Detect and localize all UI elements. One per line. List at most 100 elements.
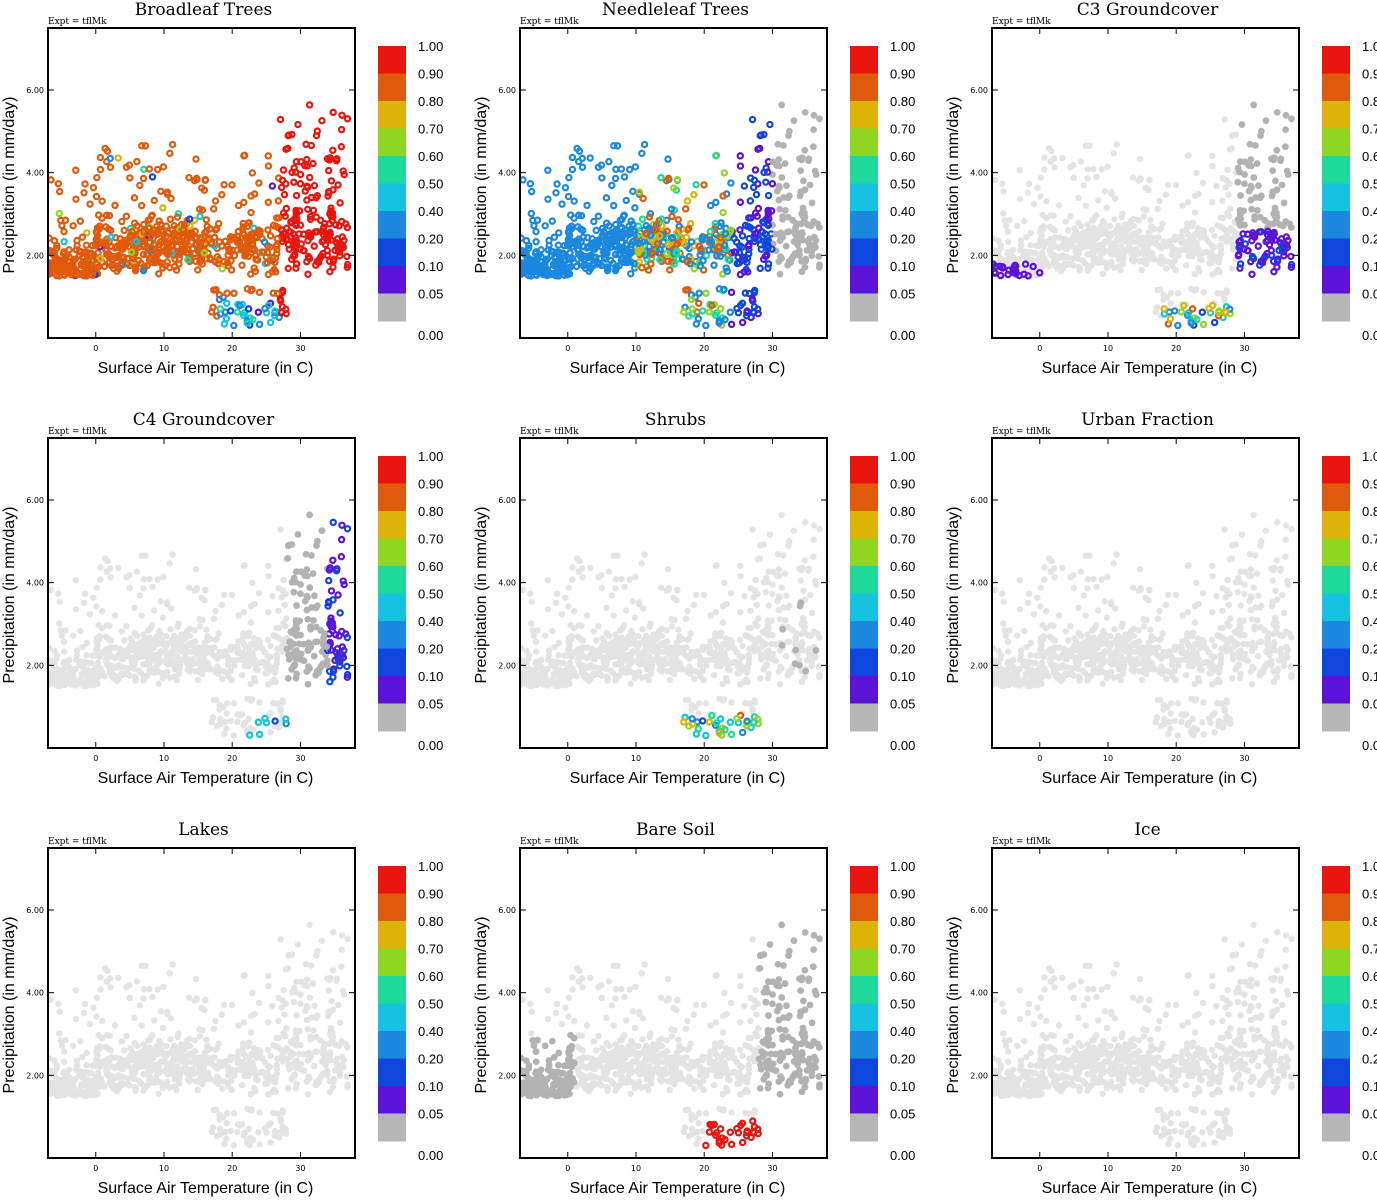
data-point	[196, 623, 204, 630]
data-point	[264, 636, 272, 644]
data-point	[1156, 197, 1163, 205]
data-point	[266, 653, 274, 661]
data-point	[141, 142, 150, 150]
data-point	[159, 163, 168, 171]
data-point	[319, 230, 328, 239]
data-point	[549, 627, 556, 635]
data-point	[802, 257, 809, 265]
data-point	[523, 647, 530, 654]
data-point	[247, 680, 254, 688]
data-point	[1223, 177, 1230, 184]
data-point	[768, 180, 777, 188]
data-point	[621, 637, 629, 644]
data-point	[752, 640, 759, 647]
data-point	[579, 262, 588, 270]
data-point	[1042, 239, 1050, 247]
data-point	[116, 241, 124, 250]
data-point	[1070, 161, 1077, 169]
data-point	[213, 224, 221, 233]
data-point	[1167, 290, 1175, 297]
data-point	[717, 219, 725, 227]
data-point	[763, 662, 770, 669]
data-point	[149, 583, 156, 591]
data-point	[230, 289, 238, 297]
colorbar-swatch	[378, 703, 406, 732]
data-point	[815, 263, 823, 271]
data-point	[200, 249, 208, 257]
data-point	[230, 732, 238, 739]
data-point	[621, 583, 628, 591]
data-point	[145, 661, 152, 668]
data-point	[343, 252, 351, 261]
data-point	[60, 638, 68, 645]
data-point	[1029, 262, 1037, 271]
data-point	[629, 187, 637, 196]
data-point	[1041, 154, 1048, 161]
data-point	[48, 644, 53, 652]
data-point	[173, 242, 181, 251]
data-point	[792, 646, 800, 654]
colorbar-label: 0.90	[418, 477, 443, 492]
data-point	[698, 235, 706, 243]
data-point	[135, 256, 143, 265]
data-point	[221, 730, 228, 738]
data-point	[598, 231, 607, 239]
data-point	[264, 669, 271, 676]
data-point	[715, 729, 723, 737]
data-point	[816, 525, 823, 533]
data-point	[306, 584, 314, 591]
data-point	[114, 564, 122, 572]
data-point	[191, 227, 199, 235]
data-point	[762, 178, 770, 186]
data-point	[1099, 270, 1106, 277]
data-point	[629, 631, 636, 638]
scatter-points	[992, 101, 1296, 330]
data-point	[1027, 229, 1034, 237]
data-point	[760, 579, 768, 586]
data-point	[687, 630, 694, 637]
data-point	[1271, 207, 1279, 215]
data-point	[193, 651, 200, 658]
data-point	[90, 594, 97, 601]
data-point	[1287, 224, 1295, 231]
colorbar-label: 0.60	[418, 559, 443, 574]
data-point	[746, 197, 755, 205]
data-point	[170, 640, 178, 647]
data-point	[148, 655, 155, 663]
data-point	[1166, 238, 1173, 245]
data-point	[320, 227, 328, 236]
data-point	[1135, 217, 1142, 224]
data-point	[252, 666, 260, 673]
data-point	[688, 715, 696, 723]
data-point	[1017, 237, 1025, 244]
data-point	[603, 604, 610, 612]
data-point	[131, 604, 138, 612]
data-point	[76, 217, 84, 225]
data-point	[1038, 659, 1046, 667]
data-point	[227, 307, 235, 315]
data-point	[86, 200, 94, 208]
data-point	[627, 246, 635, 254]
data-point	[1209, 271, 1216, 278]
data-point	[770, 650, 777, 658]
colorbar-swatch	[1322, 293, 1350, 322]
data-point	[265, 681, 272, 688]
data-point	[670, 184, 678, 192]
data-point	[130, 665, 138, 673]
data-point	[72, 605, 80, 613]
data-point	[216, 715, 224, 722]
data-point	[163, 650, 170, 657]
data-point	[682, 233, 691, 242]
panel-title: Needleleaf Trees	[602, 0, 749, 20]
data-point	[568, 153, 577, 162]
data-point	[782, 617, 789, 624]
data-point	[102, 633, 109, 641]
data-point	[261, 648, 268, 656]
data-point	[248, 241, 257, 250]
data-point	[696, 653, 703, 660]
data-point	[600, 658, 607, 666]
data-point	[204, 633, 211, 640]
colorbar-label: 0.40	[1362, 204, 1377, 219]
data-point	[614, 552, 621, 559]
data-point	[712, 641, 720, 648]
